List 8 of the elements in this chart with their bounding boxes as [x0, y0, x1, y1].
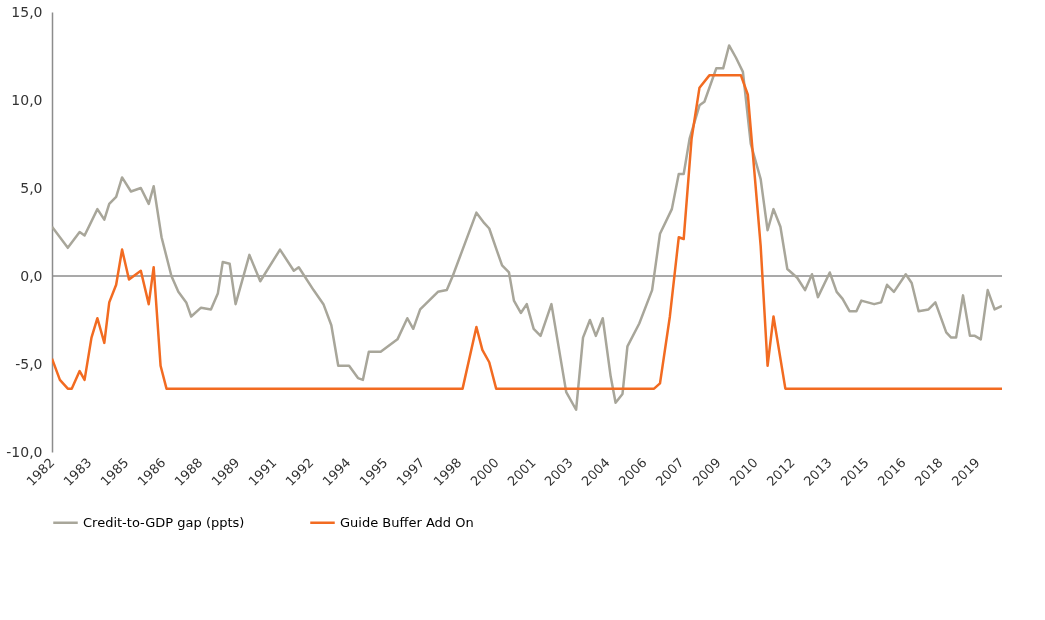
y-tick-label: 0,0 — [20, 267, 43, 284]
y-tick-label: 15,0 — [11, 3, 43, 20]
y-tick-label: 10,0 — [11, 91, 43, 108]
legend-label: Guide Buffer Add On — [340, 514, 474, 530]
y-tick-label: -10,0 — [6, 443, 43, 460]
legend-label: Credit-to-GDP gap (ppts) — [83, 514, 245, 530]
y-tick-label: 5,0 — [20, 179, 43, 196]
y-tick-label: -5,0 — [15, 355, 43, 372]
